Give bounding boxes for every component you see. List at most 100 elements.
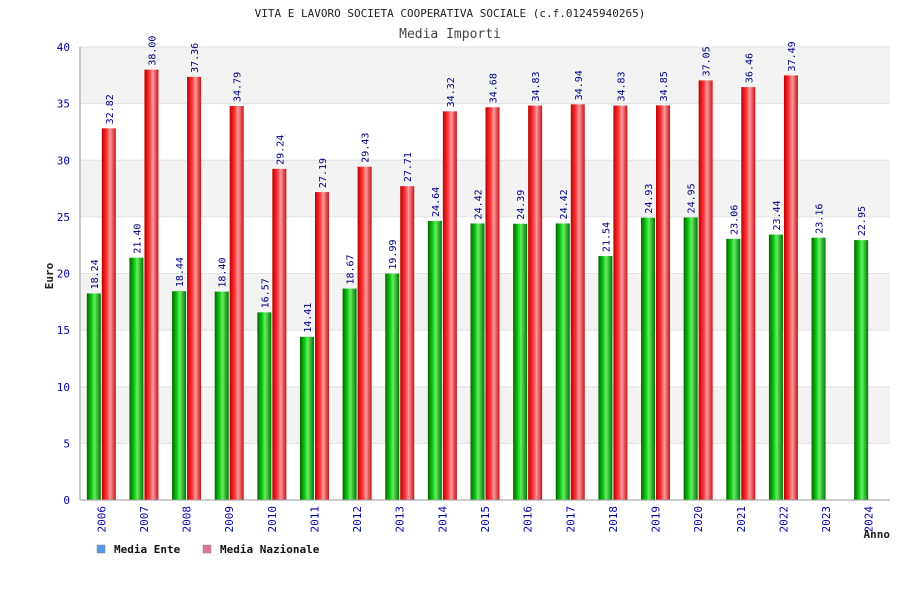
bar-media-ente [641, 217, 656, 500]
bar-media-nazionale [698, 80, 713, 500]
bar-media-nazionale [229, 106, 244, 501]
value-label: 34.94 [574, 70, 585, 100]
y-axis-label: Euro [43, 262, 56, 289]
value-label: 36.46 [744, 53, 755, 83]
bar-media-nazionale [783, 75, 798, 500]
x-tick-label: 2017 [564, 506, 577, 533]
plot-band [80, 103, 890, 161]
bar-media-nazionale [528, 105, 543, 501]
value-label: 24.39 [516, 190, 527, 220]
bar-media-ente [726, 238, 741, 500]
x-tick-label: 2007 [138, 506, 151, 533]
bar-media-ente [129, 257, 144, 500]
y-tick-label: 40 [57, 41, 70, 54]
bar-media-ente [513, 223, 528, 500]
y-tick-label: 10 [57, 381, 70, 394]
x-tick-label: 2016 [522, 506, 535, 533]
value-label: 16.57 [260, 278, 271, 308]
x-tick-label: 2022 [777, 506, 790, 533]
value-label: 21.40 [132, 224, 143, 254]
plot-band [80, 47, 890, 104]
bar-media-nazionale [613, 105, 628, 501]
value-label: 29.43 [361, 133, 372, 163]
value-label: 24.42 [474, 189, 485, 219]
chart-title: VITA E LAVORO SOCIETA COOPERATIVA SOCIAL… [255, 7, 646, 20]
x-tick-label: 2012 [351, 506, 364, 533]
bar-media-nazionale [101, 128, 116, 500]
bar-media-ente [470, 223, 485, 501]
y-tick-label: 5 [63, 437, 70, 450]
bar-media-nazionale [314, 192, 329, 501]
bar-media-ente [811, 237, 826, 500]
x-tick-label: 2019 [650, 506, 663, 533]
x-axis-label: Anno [864, 528, 891, 541]
x-tick-label: 2014 [436, 506, 449, 533]
y-axis-ticks: 0 5 10 15 20 25 30 35 40 [57, 41, 70, 507]
plot-band [80, 160, 890, 217]
value-label: 22.95 [857, 206, 868, 236]
legend-swatch-nazionale [202, 544, 212, 554]
bar-media-nazionale [400, 186, 415, 500]
bar-media-ente [768, 234, 783, 501]
y-tick-label: 30 [57, 154, 70, 167]
y-tick-label: 15 [57, 324, 70, 337]
value-label: 24.95 [687, 183, 698, 213]
y-tick-label: 20 [57, 268, 70, 281]
value-label: 18.40 [218, 258, 229, 288]
bar-media-nazionale [656, 105, 671, 500]
x-tick-label: 2008 [181, 506, 194, 533]
x-tick-label: 2006 [95, 506, 108, 533]
value-label: 27.71 [403, 152, 414, 182]
bar-media-nazionale [570, 104, 585, 500]
bar-media-nazionale [442, 111, 457, 501]
value-label: 38.00 [147, 36, 158, 66]
bar-media-ente [257, 312, 272, 500]
legend-label-nazionale: Media Nazionale [220, 543, 320, 556]
bar-media-nazionale [272, 168, 287, 500]
value-label: 23.44 [772, 200, 783, 230]
bar-media-ente [86, 293, 101, 500]
value-label: 21.54 [601, 222, 612, 252]
value-label: 27.19 [318, 158, 329, 188]
bar-media-ente [854, 240, 869, 500]
value-label: 24.93 [644, 184, 655, 214]
bar-media-ente [299, 336, 314, 500]
bar-media-ente [683, 217, 698, 500]
bar-media-nazionale [485, 107, 500, 501]
x-tick-label: 2018 [607, 506, 620, 533]
x-tick-label: 2015 [479, 506, 492, 533]
value-labels: 18.24 32.82 21.40 38.00 18.44 37.36 18.40 34.79… [90, 36, 868, 333]
x-tick-label: 2009 [223, 506, 236, 533]
value-label: 37.36 [190, 43, 201, 73]
value-label: 14.41 [303, 303, 314, 333]
x-tick-label: 2024 [863, 506, 876, 533]
chart-subtitle: Media Importi [399, 27, 501, 42]
value-label: 19.99 [388, 240, 399, 270]
plot-band [80, 216, 890, 274]
value-label: 24.64 [431, 187, 442, 217]
value-label: 34.79 [233, 72, 244, 102]
bar-media-nazionale [144, 69, 159, 501]
bar-media-ente [385, 273, 400, 500]
legend: Media Ente Media Nazionale [96, 543, 320, 556]
value-label: 29.24 [275, 135, 286, 165]
bars [86, 69, 869, 501]
value-label: 37.49 [787, 41, 798, 71]
bar-media-nazionale [741, 87, 756, 500]
x-tick-label: 2010 [266, 506, 279, 533]
bar-media-ente [555, 223, 570, 501]
value-label: 18.24 [90, 259, 101, 289]
plot-band [80, 443, 890, 500]
value-label: 24.42 [559, 189, 570, 219]
bar-media-nazionale [187, 76, 202, 500]
bar-media-ente [172, 291, 187, 500]
value-label: 18.44 [175, 257, 186, 287]
bar-media-ente [342, 288, 357, 500]
bar-media-nazionale [357, 166, 372, 500]
value-label: 32.82 [105, 94, 116, 124]
value-label: 34.85 [659, 71, 670, 101]
value-label: 34.32 [446, 77, 457, 107]
value-label: 23.16 [815, 204, 826, 234]
legend-swatch-ente [96, 544, 106, 554]
